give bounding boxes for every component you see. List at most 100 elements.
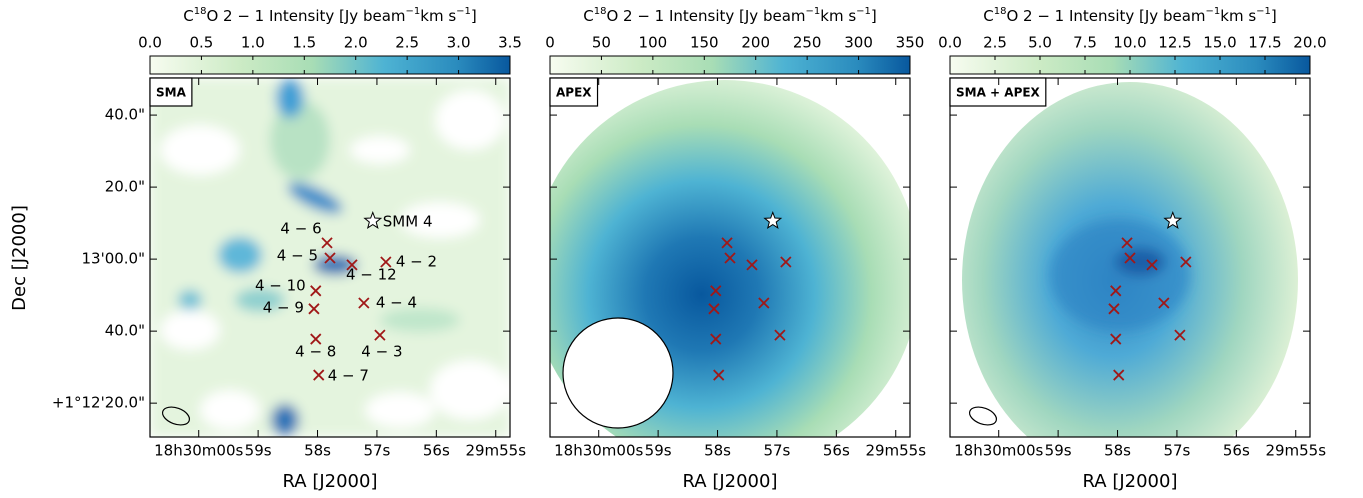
core-marker: [1146, 259, 1158, 271]
core-label: 4 − 9: [263, 298, 304, 316]
y-tick-label: 13'00.0": [81, 250, 145, 268]
protostar-label: SMM 4: [383, 212, 433, 230]
core-marker: [1180, 256, 1192, 268]
plot-frame: [549, 77, 911, 438]
y-tick-label: +1°12'20.0": [52, 394, 145, 412]
x-axis-label: RA [J2000]: [283, 471, 378, 492]
x-tick-label: 58s: [304, 442, 331, 460]
apex-map: [550, 80, 910, 437]
x-tick-label: 29m55s: [865, 442, 926, 460]
title-part: −1: [456, 6, 471, 17]
y-tick-label: 20.0": [105, 178, 145, 196]
colorbar-tick-label: 3.5: [498, 34, 522, 52]
core-marker: [374, 329, 386, 341]
panel-label: SMA: [156, 86, 187, 100]
core-marker: [1121, 237, 1133, 249]
colorbar-tick-label: 10.0: [1113, 34, 1146, 52]
x-axis-label: RA [J2000]: [1083, 471, 1178, 492]
colorbar-tick-label: 2.5: [983, 34, 1007, 52]
colorbar-tick-label: 7.5: [1073, 34, 1097, 52]
title-part: O 2 − 1 Intensity [Jy beam: [206, 7, 405, 25]
colorbar-tick-label: 150: [690, 34, 719, 52]
core-marker: [310, 285, 322, 297]
x-tick-label: 58s: [704, 442, 731, 460]
title-part: 18: [994, 6, 1007, 17]
panel-label-box: [549, 77, 599, 107]
core-marker: [1110, 333, 1122, 345]
colorbar-title: C18O 2 − 1 Intensity [Jy beam−1km s−1]: [183, 6, 477, 25]
colorbar-tick-label: 1.0: [241, 34, 265, 52]
colorbar: [549, 55, 911, 75]
core-marker: [758, 297, 770, 309]
title-part: C: [983, 7, 993, 25]
colorbar-tick-label: 12.5: [1158, 34, 1191, 52]
combined-map: [962, 82, 1298, 437]
title-part: O 2 − 1 Intensity [Jy beam: [606, 7, 805, 25]
title-part: −1: [1206, 6, 1221, 17]
core-marker: [1174, 329, 1186, 341]
core-label: 4 − 5: [277, 247, 318, 265]
x-tick-label: 58s: [1104, 442, 1131, 460]
colorbar-tick-label: 20.0: [1293, 34, 1326, 52]
x-tick-label: 29m55s: [465, 442, 526, 460]
core-marker: [308, 303, 320, 315]
core-marker: [774, 329, 786, 341]
colorbar-title: C18O 2 − 1 Intensity [Jy beam−1km s−1]: [583, 6, 877, 25]
colorbar-tick-label: 300: [844, 34, 873, 52]
colorbar-tick-label: 50: [592, 34, 611, 52]
colorbar-tick-label: 200: [741, 34, 770, 52]
protostar-marker: [763, 211, 783, 229]
panel-label-box: [949, 77, 1047, 107]
colorbar-tick-label: 5.0: [1028, 34, 1052, 52]
core-marker: [346, 259, 358, 271]
x-axis-label: RA [J2000]: [683, 471, 778, 492]
title-part: km s: [420, 7, 456, 25]
panel-label: SMA + APEX: [956, 86, 1041, 100]
sma-map: [150, 78, 510, 437]
title-part: C: [583, 7, 593, 25]
core-marker: [1110, 285, 1122, 297]
plot-frame: [949, 77, 1311, 438]
colorbar-tick-label: 2.5: [395, 34, 419, 52]
x-tick-label: 59s: [245, 442, 272, 460]
core-marker: [713, 369, 725, 381]
colorbar-tick-label: 1.5: [292, 34, 316, 52]
core-marker: [1158, 297, 1170, 309]
core-marker: [321, 237, 333, 249]
title-part: 18: [594, 6, 607, 17]
x-tick-label: 18h30m00s: [954, 442, 1043, 460]
core-marker: [313, 369, 325, 381]
x-tick-label: 56s: [1223, 442, 1250, 460]
x-tick-label: 18h30m00s: [554, 442, 643, 460]
colorbar-title: C18O 2 − 1 Intensity [Jy beam−1km s−1]: [983, 6, 1277, 25]
colorbar: [149, 55, 511, 75]
title-part: −1: [806, 6, 821, 17]
y-axis-label: Dec [J2000]: [9, 205, 30, 311]
x-tick-label: 57s: [363, 442, 390, 460]
core-marker: [1113, 369, 1125, 381]
x-tick-label: 29m55s: [1265, 442, 1326, 460]
panel-label: APEX: [556, 86, 592, 100]
core-label: 4 − 12: [346, 265, 397, 283]
x-tick-label: 57s: [1163, 442, 1190, 460]
core-label: 4 − 6: [280, 219, 321, 237]
x-tick-label: 56s: [823, 442, 850, 460]
colorbar-tick-label: 0.0: [138, 34, 162, 52]
core-marker: [708, 303, 720, 315]
x-tick-label: 57s: [763, 442, 790, 460]
title-part: km s: [820, 7, 856, 25]
x-tick-label: 59s: [1045, 442, 1072, 460]
colorbar-tick-label: 0: [545, 34, 555, 52]
core-marker: [710, 285, 722, 297]
protostar-marker: [1163, 211, 1183, 229]
title-part: −1: [1256, 6, 1271, 17]
core-marker: [721, 237, 733, 249]
core-marker: [1108, 303, 1120, 315]
panel-label-box: [149, 77, 193, 107]
colorbar-tick-label: 0.0: [938, 34, 962, 52]
y-tick-label: 40.0": [105, 106, 145, 124]
title-part: ]: [471, 7, 477, 25]
core-label: 4 − 10: [255, 276, 306, 294]
core-marker: [780, 256, 792, 268]
